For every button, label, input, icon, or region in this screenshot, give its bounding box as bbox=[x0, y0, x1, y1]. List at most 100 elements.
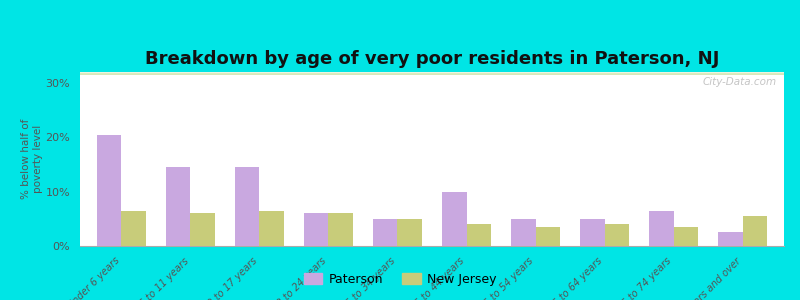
Bar bbox=[80, 73, 784, 74]
Y-axis label: % below half of
poverty level: % below half of poverty level bbox=[21, 119, 42, 199]
Bar bbox=[80, 73, 784, 74]
Bar bbox=[80, 73, 784, 74]
Bar bbox=[511, 219, 535, 246]
Bar bbox=[80, 72, 784, 74]
Bar bbox=[80, 73, 784, 75]
Bar bbox=[80, 74, 784, 75]
Bar bbox=[80, 72, 784, 74]
Bar bbox=[80, 73, 784, 74]
Bar bbox=[80, 72, 784, 74]
Bar bbox=[80, 73, 784, 75]
Bar bbox=[80, 73, 784, 75]
Bar bbox=[80, 73, 784, 74]
Bar bbox=[80, 72, 784, 74]
Bar bbox=[80, 74, 784, 75]
Bar bbox=[80, 73, 784, 75]
Bar bbox=[80, 74, 784, 75]
Text: City-Data.com: City-Data.com bbox=[703, 77, 777, 87]
Title: Breakdown by age of very poor residents in Paterson, NJ: Breakdown by age of very poor residents … bbox=[145, 50, 719, 68]
Bar bbox=[605, 224, 629, 246]
Bar bbox=[80, 72, 784, 74]
Bar bbox=[80, 73, 784, 75]
Bar bbox=[80, 74, 784, 75]
Bar bbox=[80, 72, 784, 74]
Bar bbox=[190, 213, 214, 246]
Bar bbox=[80, 73, 784, 75]
Bar bbox=[80, 73, 784, 75]
Bar bbox=[166, 167, 190, 246]
Bar bbox=[80, 73, 784, 74]
Bar bbox=[535, 227, 560, 246]
Legend: Paterson, New Jersey: Paterson, New Jersey bbox=[298, 268, 502, 291]
Bar bbox=[98, 134, 122, 246]
Bar bbox=[374, 219, 398, 246]
Bar bbox=[80, 74, 784, 75]
Bar bbox=[80, 72, 784, 74]
Bar bbox=[80, 73, 784, 75]
Bar bbox=[80, 72, 784, 74]
Bar bbox=[80, 73, 784, 75]
Bar bbox=[259, 211, 284, 246]
Bar bbox=[80, 74, 784, 75]
Bar bbox=[80, 73, 784, 75]
Bar bbox=[80, 73, 784, 75]
Bar bbox=[80, 72, 784, 74]
Bar bbox=[80, 73, 784, 75]
Bar bbox=[329, 213, 353, 246]
Bar bbox=[80, 72, 784, 74]
Bar bbox=[80, 72, 784, 74]
Bar bbox=[80, 73, 784, 74]
Bar bbox=[80, 73, 784, 74]
Bar bbox=[80, 73, 784, 74]
Bar bbox=[80, 72, 784, 74]
Bar bbox=[80, 73, 784, 75]
Bar bbox=[80, 74, 784, 75]
Bar bbox=[80, 72, 784, 74]
Bar bbox=[80, 73, 784, 74]
Bar bbox=[235, 167, 259, 246]
Bar bbox=[80, 73, 784, 75]
Bar bbox=[80, 73, 784, 75]
Bar bbox=[398, 219, 422, 246]
Bar bbox=[742, 216, 766, 246]
Bar bbox=[80, 72, 784, 74]
Bar bbox=[466, 224, 490, 246]
Bar bbox=[80, 73, 784, 75]
Bar bbox=[80, 73, 784, 74]
Bar bbox=[80, 74, 784, 75]
Bar bbox=[80, 73, 784, 75]
Bar bbox=[80, 73, 784, 75]
Bar bbox=[80, 74, 784, 75]
Bar bbox=[80, 73, 784, 74]
Bar bbox=[80, 73, 784, 75]
Bar bbox=[80, 72, 784, 74]
Bar bbox=[80, 72, 784, 74]
Bar bbox=[80, 72, 784, 74]
Bar bbox=[80, 74, 784, 75]
Bar bbox=[80, 73, 784, 75]
Bar bbox=[80, 74, 784, 75]
Bar bbox=[80, 73, 784, 74]
Bar bbox=[80, 74, 784, 76]
Bar bbox=[80, 74, 784, 75]
Bar bbox=[80, 73, 784, 75]
Bar bbox=[304, 213, 329, 246]
Bar bbox=[650, 211, 674, 246]
Bar bbox=[80, 74, 784, 75]
Bar bbox=[80, 73, 784, 74]
Bar bbox=[80, 73, 784, 74]
Bar bbox=[80, 73, 784, 75]
Bar bbox=[80, 72, 784, 74]
Bar bbox=[80, 73, 784, 74]
Bar bbox=[80, 72, 784, 74]
Bar bbox=[80, 72, 784, 74]
Bar bbox=[80, 73, 784, 74]
Bar bbox=[80, 74, 784, 75]
Bar bbox=[80, 74, 784, 75]
Bar bbox=[80, 73, 784, 75]
Bar bbox=[80, 72, 784, 74]
Bar bbox=[80, 74, 784, 75]
Bar bbox=[674, 227, 698, 246]
Bar bbox=[80, 74, 784, 75]
Bar bbox=[80, 74, 784, 75]
